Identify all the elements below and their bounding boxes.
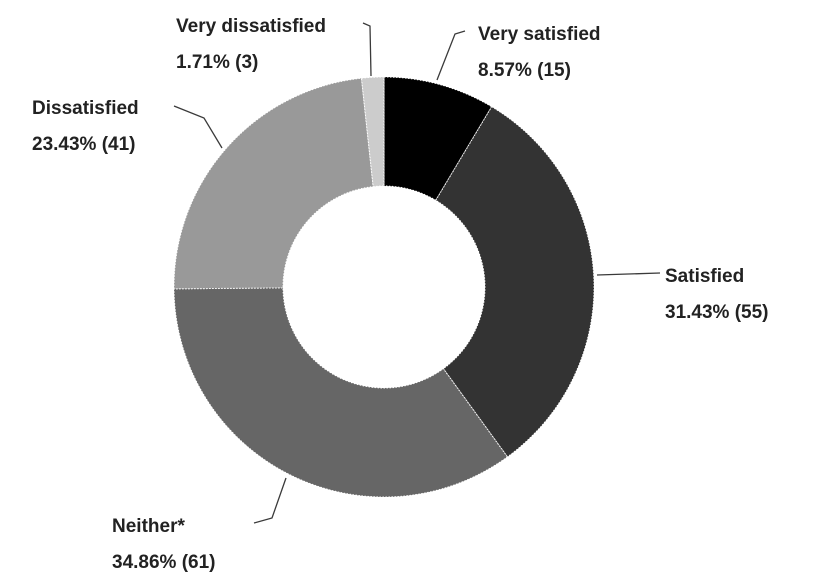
slice-label-very-dissatisfied: Very dissatisfied [176, 16, 326, 37]
slice-value-very-satisfied: 8.57% (15) [478, 60, 571, 81]
slice-labels: Very satisfied 8.57% (15) Satisfied 31.43% … [32, 16, 769, 573]
slice-very-dissatisfied [360, 76, 385, 188]
leader-line-very-dissatisfied [362, 22, 372, 77]
donut-slices [173, 76, 595, 498]
slice-dissatisfied [173, 77, 374, 290]
slice-value-very-dissatisfied: 1.71% (3) [176, 52, 258, 73]
slice-value-dissatisfied: 23.43% (41) [32, 134, 136, 155]
leader-line-very-satisfied [436, 30, 466, 81]
slice-label-very-satisfied: Very satisfied [478, 24, 601, 45]
slice-satisfied [435, 106, 595, 458]
slice-very-satisfied [383, 76, 493, 201]
slice-label-satisfied: Satisfied [665, 266, 744, 287]
slice-label-dissatisfied: Dissatisfied [32, 98, 139, 119]
leader-line-dissatisfied [173, 105, 223, 149]
leader-line-satisfied [596, 272, 661, 276]
slice-value-neither: 34.86% (61) [112, 552, 216, 573]
slice-value-satisfied: 31.43% (55) [665, 302, 769, 323]
leader-line-neither [253, 477, 287, 524]
slice-neither [173, 287, 509, 498]
slice-label-neither: Neither* [112, 516, 185, 537]
leader-lines [173, 22, 661, 524]
